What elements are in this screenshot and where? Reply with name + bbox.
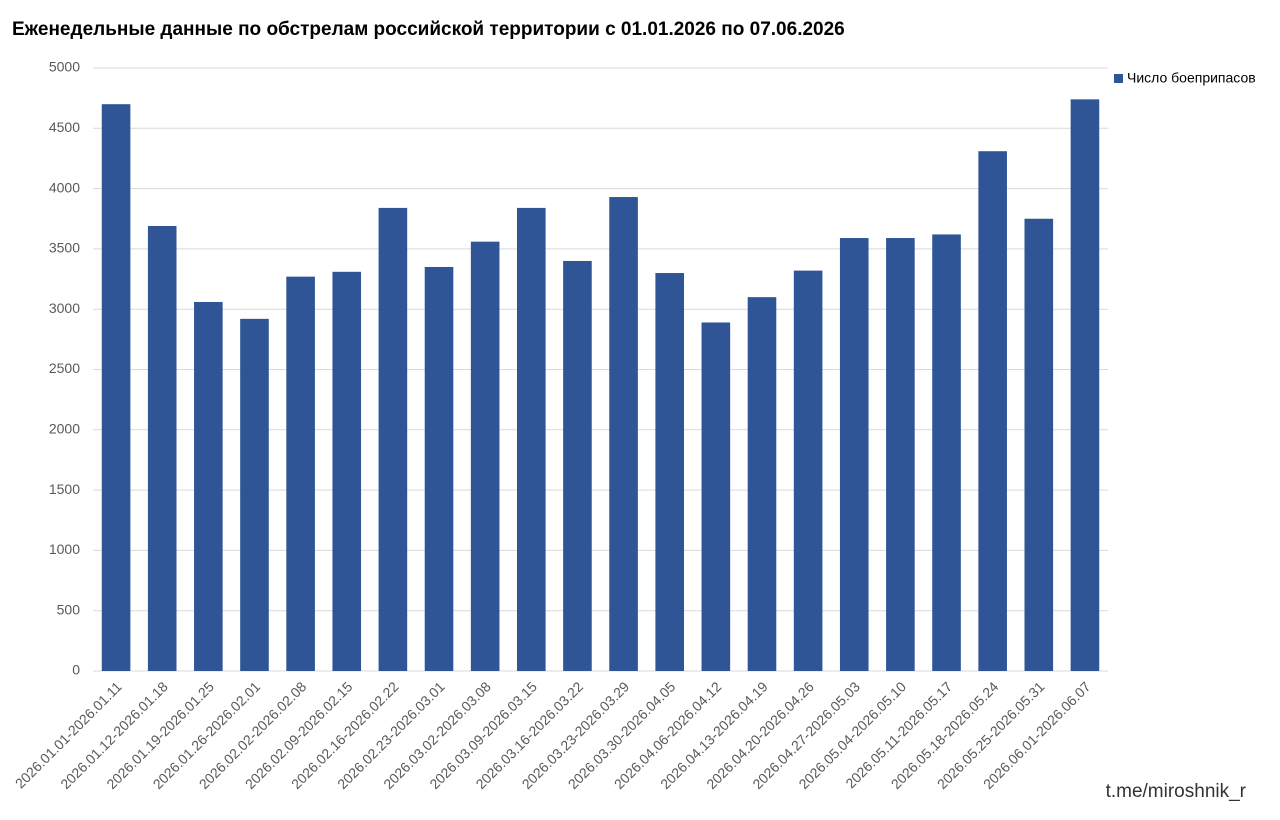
bar: [101, 104, 131, 672]
y-tick-label: 3500: [49, 240, 80, 256]
bar: [886, 238, 915, 671]
legend-swatch: [1114, 74, 1123, 83]
y-tick-label: 1000: [49, 541, 80, 557]
y-tick-label: 2000: [49, 421, 80, 437]
bar: [332, 271, 362, 671]
y-tick-label: 3000: [49, 300, 80, 316]
bar: [609, 197, 638, 672]
bar: [424, 266, 454, 671]
legend-label: Число боеприпасов: [1127, 70, 1256, 86]
y-tick-label: 5000: [49, 59, 80, 75]
bar: [839, 238, 869, 671]
bar: [378, 207, 408, 671]
bar: [1070, 99, 1100, 671]
bar: [240, 318, 269, 671]
bar: [516, 207, 546, 671]
y-tick-label: 2500: [49, 360, 80, 376]
y-tick-label: 4000: [49, 179, 80, 195]
bar: [147, 225, 177, 671]
chart-title: Еженедельные данные по обстрелам российс…: [12, 19, 845, 40]
bar: [1024, 218, 1054, 671]
y-tick-label: 500: [57, 601, 81, 617]
bar: [194, 301, 223, 671]
bar: [470, 241, 500, 671]
y-tick-label: 1500: [49, 481, 80, 497]
y-tick-label: 4500: [49, 119, 80, 135]
bar: [655, 273, 685, 671]
bar: [286, 276, 315, 671]
bar: [701, 322, 731, 671]
bar: [932, 234, 961, 672]
bar: [793, 270, 823, 671]
source: t.me/miroshnik_r: [1106, 781, 1247, 802]
bar: [747, 297, 777, 671]
y-tick-label: 0: [72, 662, 80, 678]
bar: [978, 151, 1007, 672]
bar: [563, 260, 592, 671]
